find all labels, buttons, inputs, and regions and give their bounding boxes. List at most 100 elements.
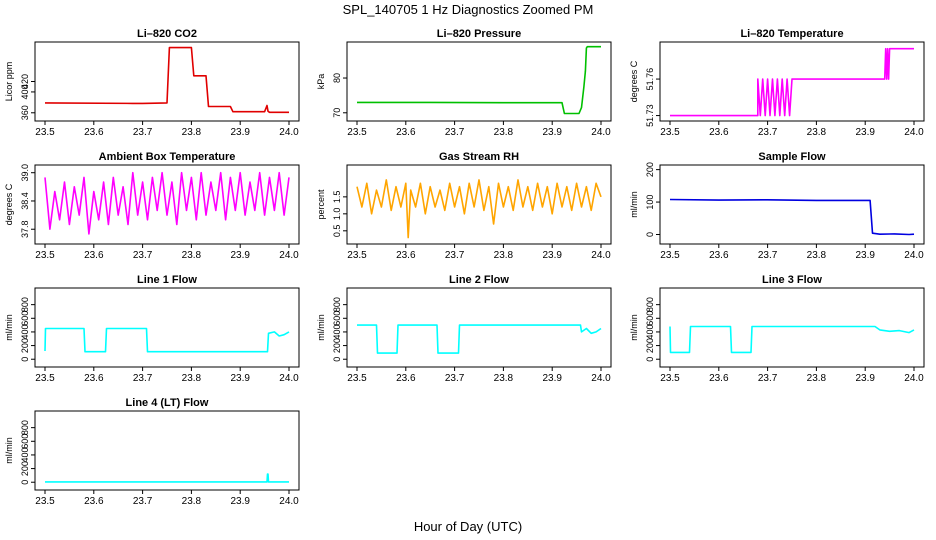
x-tick-label: 23.6 bbox=[84, 496, 104, 507]
panel-sample_flow: Sample Flow ml/min 23.5 23.6 23.7 23.8 23.9 24.… bbox=[629, 151, 925, 261]
series-line-line1 bbox=[44, 327, 290, 353]
y-tick-label: 200 bbox=[645, 338, 655, 353]
panel-title: Line 4 (LT) Flow bbox=[126, 397, 209, 409]
plot-frame bbox=[659, 164, 925, 245]
x-tick-label: 23.6 bbox=[84, 127, 104, 138]
x-tick-label: 23.5 bbox=[660, 373, 680, 384]
plot-frame bbox=[34, 287, 300, 368]
panel-box_temp: Ambient Box Temperature degrees C 23.5 23.6… bbox=[4, 151, 300, 261]
x-tick-label: 23.6 bbox=[396, 373, 416, 384]
x-tick-label: 24.0 bbox=[279, 496, 299, 507]
series-line-licor_temp bbox=[670, 47, 914, 117]
panel-title: Line 1 Flow bbox=[137, 274, 197, 286]
x-tick-label: 23.9 bbox=[230, 373, 250, 384]
y-tick-label: 0 bbox=[20, 480, 30, 485]
plot-frame bbox=[659, 287, 925, 368]
x-tick-label: 23.9 bbox=[855, 373, 875, 384]
x-tick-label: 23.5 bbox=[347, 127, 367, 138]
x-tick-label: 23.6 bbox=[709, 373, 729, 384]
panels: Li–820 CO2 Licor ppm 23.5 23.6 23.7 23.8 23.9 2… bbox=[4, 28, 925, 507]
x-tick-label: 24.0 bbox=[591, 373, 611, 384]
x-tick-label: 23.6 bbox=[396, 250, 416, 261]
series-line-sample_flow bbox=[669, 198, 915, 236]
x-tick-label: 23.8 bbox=[494, 127, 514, 138]
y-tick-label: 0.5 bbox=[332, 225, 342, 238]
x-tick-label: 23.9 bbox=[230, 496, 250, 507]
panel-co2: Li–820 CO2 Licor ppm 23.5 23.6 23.7 23.8 23.9 2… bbox=[4, 28, 300, 138]
x-tick-label: 23.7 bbox=[133, 127, 153, 138]
y-tick-label: 51.76 bbox=[645, 68, 655, 91]
plot-frame bbox=[34, 41, 300, 122]
x-tick-label: 23.7 bbox=[758, 373, 778, 384]
y-tick-label: 80 bbox=[332, 73, 342, 83]
plot-frame bbox=[346, 41, 612, 122]
x-tick-label: 23.5 bbox=[660, 127, 680, 138]
y-tick-label: 400 bbox=[20, 324, 30, 339]
x-tick-label: 23.9 bbox=[230, 127, 250, 138]
x-tick-label: 23.7 bbox=[758, 250, 778, 261]
x-tick-label: 23.8 bbox=[494, 250, 514, 261]
panel-line1: Line 1 Flow ml/min 23.5 23.6 23.7 23.8 23.9 24.… bbox=[4, 274, 300, 384]
x-tick-label: 23.7 bbox=[445, 127, 465, 138]
panel-rh: Gas Stream RH percent 23.5 23.6 23.7 23.8 23.9… bbox=[316, 151, 612, 261]
series-line-box_temp bbox=[44, 171, 290, 235]
x-tick-label: 23.7 bbox=[445, 373, 465, 384]
panel-line4: Line 4 (LT) Flow ml/min 23.5 23.6 23.7 23.8 23… bbox=[4, 397, 300, 507]
x-tick-label: 23.9 bbox=[230, 250, 250, 261]
series-line-pressure bbox=[357, 45, 601, 115]
x-tick-label: 23.8 bbox=[494, 373, 514, 384]
y-tick-label: 0 bbox=[20, 357, 30, 362]
y-tick-label: 600 bbox=[20, 311, 30, 326]
y-tick-label: 360 bbox=[20, 105, 30, 120]
plot-frame bbox=[346, 164, 612, 245]
x-tick-label: 24.0 bbox=[279, 373, 299, 384]
y-axis-label: Licor ppm bbox=[4, 62, 14, 102]
x-tick-label: 23.8 bbox=[182, 250, 202, 261]
y-tick-label: 800 bbox=[20, 420, 30, 435]
panel-title: Li–820 CO2 bbox=[137, 28, 197, 40]
x-tick-label: 23.9 bbox=[855, 127, 875, 138]
x-tick-label: 23.8 bbox=[807, 250, 827, 261]
x-tick-label: 23.8 bbox=[182, 373, 202, 384]
y-tick-label: 800 bbox=[20, 297, 30, 312]
x-tick-label: 24.0 bbox=[591, 127, 611, 138]
x-tick-label: 23.5 bbox=[347, 250, 367, 261]
x-tick-label: 23.8 bbox=[807, 127, 827, 138]
panel-licor_temp: Li–820 Temperature degrees C 23.5 23.6 23.7 2… bbox=[629, 28, 925, 138]
y-tick-label: 37.8 bbox=[20, 220, 30, 238]
y-tick-label: 1.5 bbox=[332, 191, 342, 204]
series-line-rh bbox=[356, 179, 602, 239]
panel-title: Line 2 Flow bbox=[449, 274, 509, 286]
panel-line2: Line 2 Flow ml/min 23.5 23.6 23.7 23.8 23.9 24.… bbox=[316, 274, 612, 384]
x-tick-label: 23.5 bbox=[35, 496, 55, 507]
y-tick-label: 600 bbox=[20, 434, 30, 449]
y-tick-label: 400 bbox=[20, 84, 30, 99]
x-tick-label: 23.8 bbox=[807, 373, 827, 384]
panel-title: Sample Flow bbox=[758, 151, 826, 163]
figure-xlabel: Hour of Day (UTC) bbox=[414, 519, 522, 534]
y-tick-label: 400 bbox=[645, 324, 655, 339]
x-tick-label: 23.7 bbox=[133, 496, 153, 507]
y-axis-label: kPa bbox=[316, 74, 326, 90]
x-tick-label: 23.9 bbox=[855, 250, 875, 261]
x-tick-label: 23.7 bbox=[445, 250, 465, 261]
x-tick-label: 24.0 bbox=[904, 250, 924, 261]
y-axis-label: degrees C bbox=[4, 183, 14, 225]
y-axis-label: ml/min bbox=[4, 314, 14, 341]
plot-frame bbox=[34, 164, 300, 245]
y-tick-label: 600 bbox=[645, 311, 655, 326]
y-axis-label: ml/min bbox=[316, 314, 326, 341]
y-tick-label: 100 bbox=[645, 195, 655, 210]
series-line-line3 bbox=[669, 325, 915, 354]
x-tick-label: 23.7 bbox=[133, 250, 153, 261]
plot-frame bbox=[346, 287, 612, 368]
panel-title: Line 3 Flow bbox=[762, 274, 822, 286]
y-tick-label: 400 bbox=[332, 324, 342, 339]
y-tick-label: 0 bbox=[645, 232, 655, 237]
y-tick-label: 800 bbox=[645, 297, 655, 312]
y-tick-label: 800 bbox=[332, 297, 342, 312]
y-tick-label: 70 bbox=[332, 108, 342, 118]
x-tick-label: 23.9 bbox=[542, 127, 562, 138]
x-tick-label: 23.6 bbox=[709, 250, 729, 261]
plot-frame bbox=[659, 41, 925, 122]
